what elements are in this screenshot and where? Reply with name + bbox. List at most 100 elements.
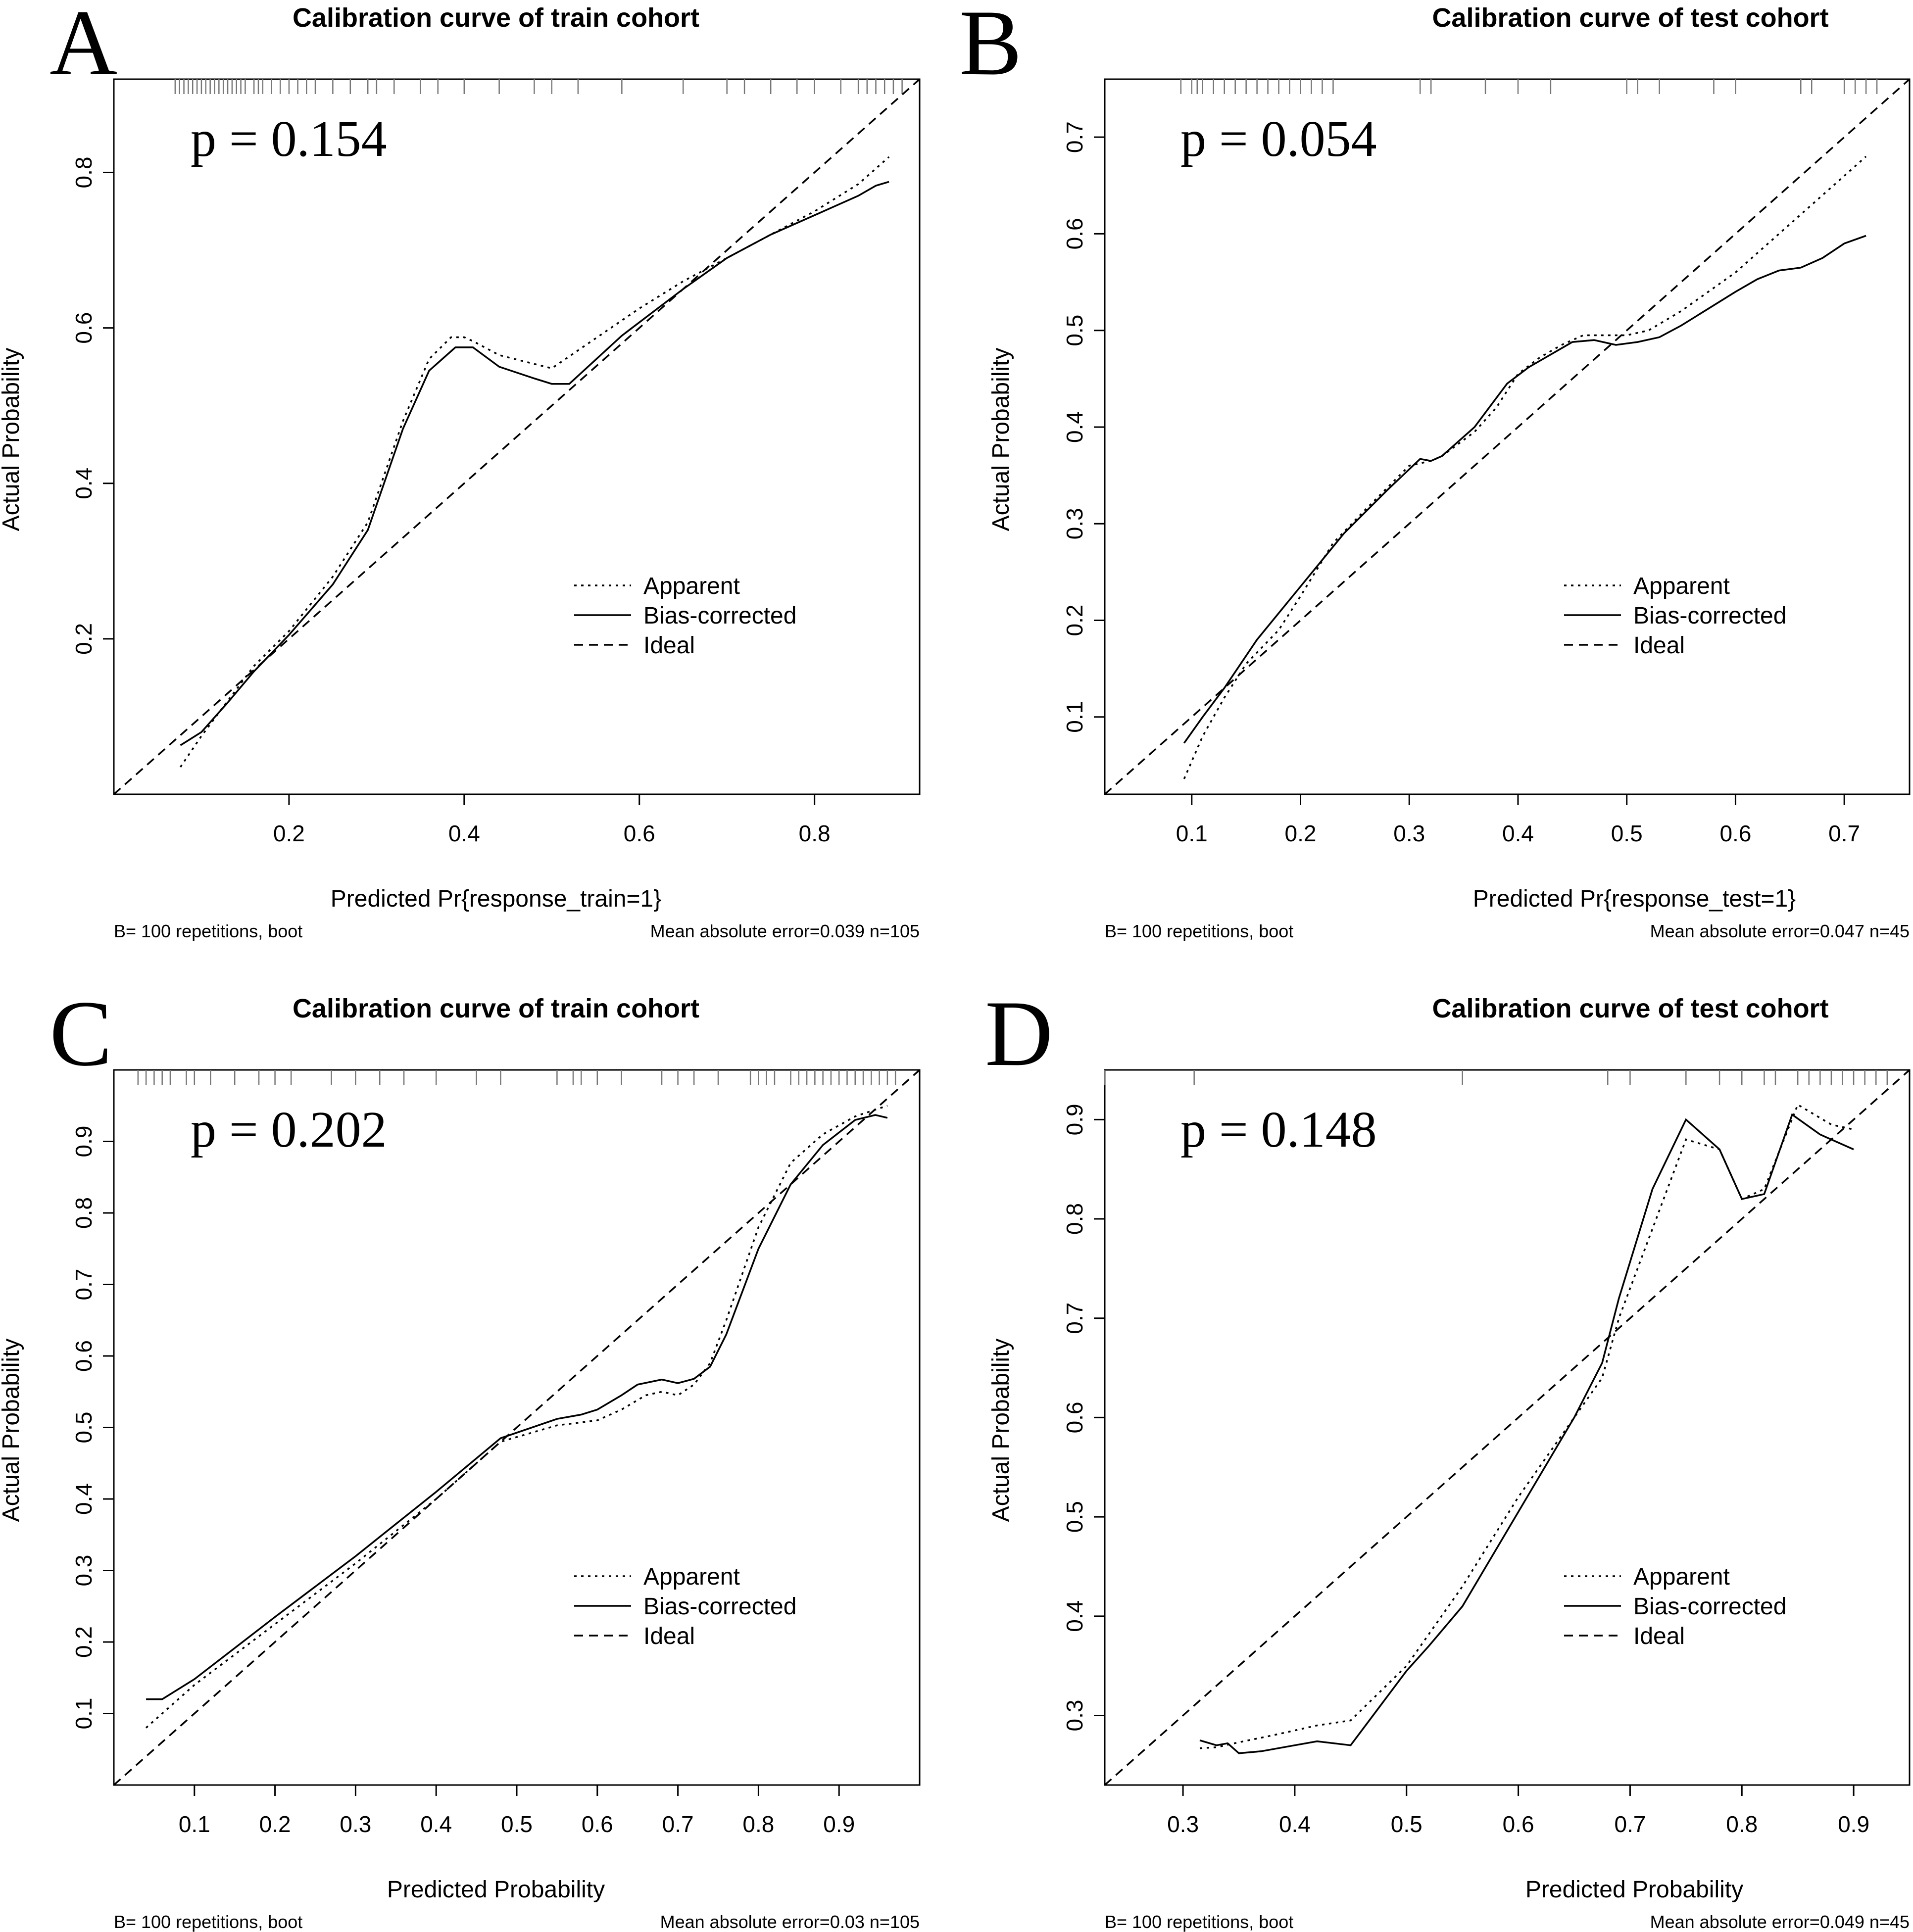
y-axis-label: Actual Probability <box>988 348 1014 531</box>
y-tick-label: 0.1 <box>1062 701 1087 733</box>
x-tick-label: 0.9 <box>1838 1811 1869 1837</box>
legend-label-ideal: Ideal <box>643 632 695 659</box>
y-tick-label: 0.5 <box>71 1412 97 1444</box>
x-tick-label: 0.9 <box>823 1811 855 1837</box>
y-tick-label: 0.4 <box>1062 411 1087 443</box>
y-tick-label: 0.6 <box>71 312 97 344</box>
plot-frame <box>113 78 921 795</box>
legend: Apparent Bias-corrected Ideal <box>1633 573 1786 659</box>
legend: Apparent Bias-corrected Ideal <box>1633 1564 1786 1649</box>
x-axis-label: Predicted Pr{response_test=1} <box>1473 886 1796 912</box>
x-tick-label: 0.2 <box>1285 821 1317 846</box>
footer-right: Mean absolute error=0.039 n=105 <box>650 921 920 941</box>
chart-title: Calibration curve of test cohort <box>1432 3 1828 33</box>
x-tick-label: 0.2 <box>273 821 305 846</box>
x-tick-label: 0.4 <box>1502 821 1534 846</box>
footer-right: Mean absolute error=0.047 n=45 <box>1650 921 1910 941</box>
legend: Apparent Bias-corrected Ideal <box>643 1564 796 1649</box>
chart-title: Calibration curve of test cohort <box>1432 994 1828 1023</box>
x-tick-label: 0.6 <box>582 1811 613 1837</box>
panel-letter: C <box>49 982 112 1086</box>
x-tick-label: 0.7 <box>662 1811 694 1837</box>
legend-label-apparent: Apparent <box>1633 573 1730 599</box>
x-tick-label: 0.4 <box>448 821 480 846</box>
x-tick-label: 0.1 <box>179 1811 210 1837</box>
plot-area: 0.1 0.2 0.3 0.4 0.5 0.6 0.7 0.1 0.2 0.3 0.4 0.5 0.6 0… <box>1062 78 1911 846</box>
plot-area: 0.1 0.2 0.3 0.4 0.5 0.6 0.7 0.8 0.9 0.1 0.2 0.3 0.4 0… <box>71 1069 921 1837</box>
series-line-ideal <box>114 1070 920 1785</box>
y-tick-label: 0.8 <box>71 157 97 189</box>
series-line-apparent <box>1199 1103 1854 1749</box>
x-tick-label: 0.4 <box>420 1811 452 1837</box>
series-line-bias-corrected <box>180 181 889 746</box>
series-line-ideal <box>1105 79 1910 794</box>
y-tick-label: 0.3 <box>1062 508 1087 539</box>
plot-frame <box>1104 1069 1911 1786</box>
legend: Apparent Bias-corrected Ideal <box>643 573 796 659</box>
legend-label-apparent: Apparent <box>1633 1564 1730 1590</box>
x-tick-label: 0.3 <box>1393 821 1425 846</box>
x-tick-label: 0.7 <box>1828 821 1860 846</box>
y-axis-label: Actual Probability <box>988 1339 1014 1522</box>
p-value-label: p = 0.202 <box>191 1101 387 1158</box>
x-tick-label: 0.8 <box>799 821 831 846</box>
legend-label-bias-corrected: Bias-corrected <box>643 603 796 629</box>
y-tick-label: 0.7 <box>1062 1303 1087 1334</box>
y-tick-label: 0.3 <box>1062 1700 1087 1732</box>
x-tick-label: 0.7 <box>1614 1811 1646 1837</box>
legend-label-apparent: Apparent <box>643 573 740 599</box>
x-tick-label: 0.5 <box>1391 1811 1422 1837</box>
plot-area: 0.2 0.4 0.6 0.8 0.2 0.4 0.6 0.8 <box>71 78 921 846</box>
y-tick-label: 0.5 <box>1062 1501 1087 1533</box>
chart-title: Calibration curve of train cohort <box>293 994 699 1023</box>
y-tick-label: 0.7 <box>71 1269 97 1301</box>
legend-label-ideal: Ideal <box>1633 1623 1685 1649</box>
x-tick-label: 0.8 <box>742 1811 774 1837</box>
panel-b: B Calibration curve of test cohort p = 0… <box>959 0 1911 941</box>
y-tick-label: 0.2 <box>71 1626 97 1658</box>
x-tick-label: 0.5 <box>501 1811 533 1837</box>
footer-left: B= 100 repetitions, boot <box>1105 1912 1293 1932</box>
y-tick-label: 0.3 <box>71 1555 97 1587</box>
legend-label-bias-corrected: Bias-corrected <box>643 1594 796 1620</box>
x-tick-label: 0.6 <box>1503 1811 1534 1837</box>
panel-c: C Calibration curve of train cohort p = … <box>0 982 921 1932</box>
series-line-bias-corrected <box>1183 235 1866 744</box>
legend-label-bias-corrected: Bias-corrected <box>1633 603 1786 629</box>
x-tick-label: 0.5 <box>1611 821 1643 846</box>
series-line-ideal <box>114 79 920 794</box>
y-axis-label: Actual Probability <box>0 348 24 531</box>
y-tick-label: 0.6 <box>1062 218 1087 249</box>
footer-right: Mean absolute error=0.049 n=45 <box>1650 1912 1910 1932</box>
y-tick-label: 0.2 <box>71 623 97 655</box>
plot-area: 0.3 0.4 0.5 0.6 0.7 0.8 0.9 0.3 0.4 0.5 0.6 0.7 0.8 0… <box>1062 1069 1911 1837</box>
y-axis-label: Actual Probability <box>0 1339 24 1522</box>
x-tick-label: 0.8 <box>1726 1811 1758 1837</box>
p-value-label: p = 0.148 <box>1180 1101 1377 1158</box>
panel-letter: B <box>959 0 1022 95</box>
p-value-label: p = 0.054 <box>1180 110 1377 167</box>
y-tick-label: 0.9 <box>1062 1104 1087 1135</box>
footer-left: B= 100 repetitions, boot <box>114 1912 302 1932</box>
series-line-ideal <box>1105 1070 1910 1785</box>
x-tick-label: 0.1 <box>1176 821 1208 846</box>
y-tick-label: 0.2 <box>1062 605 1087 636</box>
x-tick-label: 0.4 <box>1279 1811 1311 1837</box>
panel-a: A Calibration curve of train cohort p = … <box>0 0 921 941</box>
x-tick-label: 0.6 <box>1719 821 1751 846</box>
x-tick-label: 0.3 <box>340 1811 371 1837</box>
legend-label-apparent: Apparent <box>643 1564 740 1590</box>
legend-label-bias-corrected: Bias-corrected <box>1633 1594 1786 1620</box>
series-line-apparent <box>145 1105 888 1729</box>
y-tick-label: 0.8 <box>1062 1203 1087 1235</box>
x-tick-label: 0.6 <box>624 821 655 846</box>
y-tick-label: 0.4 <box>71 468 97 499</box>
series-line-bias-corrected <box>146 1114 888 1700</box>
x-tick-label: 0.2 <box>259 1811 291 1837</box>
y-tick-label: 0.6 <box>71 1340 97 1372</box>
legend-label-ideal: Ideal <box>643 1623 695 1649</box>
y-tick-label: 0.4 <box>1062 1600 1087 1632</box>
chart-title: Calibration curve of train cohort <box>293 3 699 33</box>
panel-letter: D <box>985 982 1053 1086</box>
p-value-label: p = 0.154 <box>191 110 387 167</box>
